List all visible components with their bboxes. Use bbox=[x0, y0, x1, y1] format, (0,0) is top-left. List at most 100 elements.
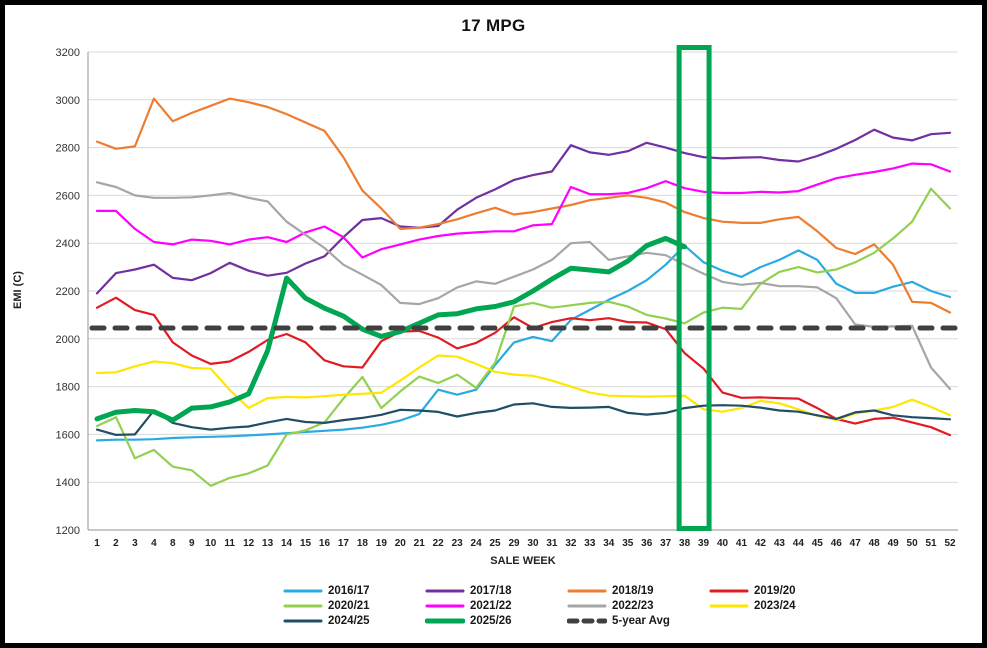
x-axis-title: SALE WEEK bbox=[490, 555, 556, 567]
legend-swatch-icon bbox=[283, 619, 323, 622]
x-tick-label: 50 bbox=[907, 538, 919, 549]
x-tick-label: 12 bbox=[243, 538, 255, 549]
x-tick-label: 48 bbox=[869, 538, 881, 549]
x-tick-label: 37 bbox=[660, 538, 672, 549]
legend-item-2025-26: 2025/26 bbox=[425, 615, 567, 627]
x-tick-label: 11 bbox=[224, 538, 235, 549]
x-tick-label: 39 bbox=[698, 538, 710, 549]
y-tick-label: 1800 bbox=[56, 382, 80, 394]
x-tick-label: 23 bbox=[452, 538, 464, 549]
x-tick-label: 43 bbox=[774, 538, 786, 549]
y-tick-label: 1600 bbox=[56, 429, 80, 441]
legend-swatch-icon bbox=[283, 604, 323, 607]
legend-swatch-icon bbox=[709, 604, 749, 607]
x-tick-label: 17 bbox=[338, 538, 350, 549]
series-line-2018-19 bbox=[95, 97, 952, 314]
x-tick-label: 41 bbox=[736, 538, 748, 549]
series-line-2019-20 bbox=[95, 296, 952, 437]
legend-row: 2016/17 2017/18 2018/19 2019/20 bbox=[283, 583, 851, 598]
legend-item-2018-19: 2018/19 bbox=[567, 585, 709, 597]
x-tick-label: 38 bbox=[679, 538, 691, 549]
series-line-2025-26 bbox=[94, 235, 688, 423]
x-tick-label: 35 bbox=[622, 538, 634, 549]
chart-title: 17 MPG bbox=[461, 16, 526, 35]
y-tick-label: 2800 bbox=[56, 143, 80, 155]
series-line-2020-21 bbox=[95, 187, 952, 487]
y-tick-label: 2400 bbox=[56, 238, 80, 250]
x-tick-label: 32 bbox=[565, 538, 577, 549]
x-tick-label: 29 bbox=[508, 538, 520, 549]
x-tick-label: 36 bbox=[641, 538, 653, 549]
x-tick-label: 47 bbox=[850, 538, 862, 549]
legend-row: 2020/21 2021/22 2022/23 2023/24 bbox=[283, 598, 851, 613]
x-tick-label: 24 bbox=[471, 538, 483, 549]
legend-label: 2020/21 bbox=[328, 599, 370, 612]
x-tick-label: 21 bbox=[414, 538, 426, 549]
y-tick-label: 2200 bbox=[56, 286, 80, 298]
legend-label: 2016/17 bbox=[328, 584, 370, 597]
legend-swatch-icon bbox=[567, 604, 607, 607]
x-tick-label: 10 bbox=[205, 538, 217, 549]
x-tick-label: 34 bbox=[603, 538, 615, 549]
legend-item-2021-22: 2021/22 bbox=[425, 600, 567, 612]
legend-label: 2025/26 bbox=[470, 614, 512, 627]
series-line-2021-22 bbox=[95, 162, 952, 259]
legend-item-2016-17: 2016/17 bbox=[283, 585, 425, 597]
x-tick-label: 44 bbox=[793, 538, 805, 549]
legend-swatch-icon bbox=[425, 618, 465, 623]
x-tick-label: 45 bbox=[812, 538, 824, 549]
legend-label: 2017/18 bbox=[470, 584, 512, 597]
x-tick-label: 16 bbox=[319, 538, 331, 549]
legend-label: 2023/24 bbox=[754, 599, 796, 612]
legend-swatch-icon bbox=[283, 589, 323, 592]
x-tick-label: 2 bbox=[113, 538, 119, 549]
y-tick-label: 2000 bbox=[56, 334, 80, 346]
legend-label: 2021/22 bbox=[470, 599, 512, 612]
x-tick-label: 46 bbox=[831, 538, 843, 549]
x-tick-label: 1 bbox=[94, 538, 100, 549]
series-line-2022-23 bbox=[95, 181, 952, 391]
x-tick-label: 15 bbox=[300, 538, 312, 549]
x-tick-label: 52 bbox=[944, 538, 956, 549]
x-tick-label: 18 bbox=[357, 538, 369, 549]
x-tick-label: 40 bbox=[717, 538, 729, 549]
x-tick-label: 4 bbox=[151, 538, 157, 549]
x-tick-label: 19 bbox=[376, 538, 388, 549]
x-tick-label: 31 bbox=[546, 538, 558, 549]
legend-swatch-icon bbox=[425, 589, 465, 592]
legend-label: 2018/19 bbox=[612, 584, 654, 597]
legend-item-2020-21: 2020/21 bbox=[283, 600, 425, 612]
y-tick-label: 2600 bbox=[56, 190, 80, 202]
legend-swatch-icon bbox=[567, 589, 607, 592]
x-tick-label: 8 bbox=[170, 538, 176, 549]
legend-item-2019-20: 2019/20 bbox=[709, 585, 851, 597]
series-line-2024-25 bbox=[95, 402, 952, 436]
legend-swatch-icon bbox=[567, 618, 607, 623]
legend-item-2022-23: 2022/23 bbox=[567, 600, 709, 612]
chart-legend: 2016/17 2017/18 2018/19 2019/20 2020/21 2021/… bbox=[283, 583, 851, 628]
y-tick-label: 3000 bbox=[56, 95, 80, 107]
legend-label: 2019/20 bbox=[754, 584, 796, 597]
legend-label: 5-year Avg bbox=[612, 614, 670, 627]
x-tick-label: 49 bbox=[888, 538, 900, 549]
legend-item-2017-18: 2017/18 bbox=[425, 585, 567, 597]
highlight-box bbox=[676, 45, 712, 531]
y-tick-label: 1200 bbox=[56, 525, 80, 537]
x-tick-label: 14 bbox=[281, 538, 293, 549]
x-tick-label: 3 bbox=[132, 538, 138, 549]
legend-item-2023-24: 2023/24 bbox=[709, 600, 851, 612]
legend-row: 2024/25 2025/26 5-year Avg bbox=[283, 613, 851, 628]
legend-label: 2022/23 bbox=[612, 599, 654, 612]
x-tick-label: 13 bbox=[262, 538, 274, 549]
x-tick-label: 25 bbox=[490, 538, 502, 549]
x-tick-label: 30 bbox=[527, 538, 539, 549]
x-tick-label: 33 bbox=[584, 538, 596, 549]
x-tick-label: 20 bbox=[395, 538, 407, 549]
legend-swatch-icon bbox=[709, 589, 749, 592]
x-tick-label: 9 bbox=[189, 538, 195, 549]
x-tick-label: 42 bbox=[755, 538, 767, 549]
legend-item-5-year-avg: 5-year Avg bbox=[567, 615, 709, 627]
legend-item-2024-25: 2024/25 bbox=[283, 615, 425, 627]
